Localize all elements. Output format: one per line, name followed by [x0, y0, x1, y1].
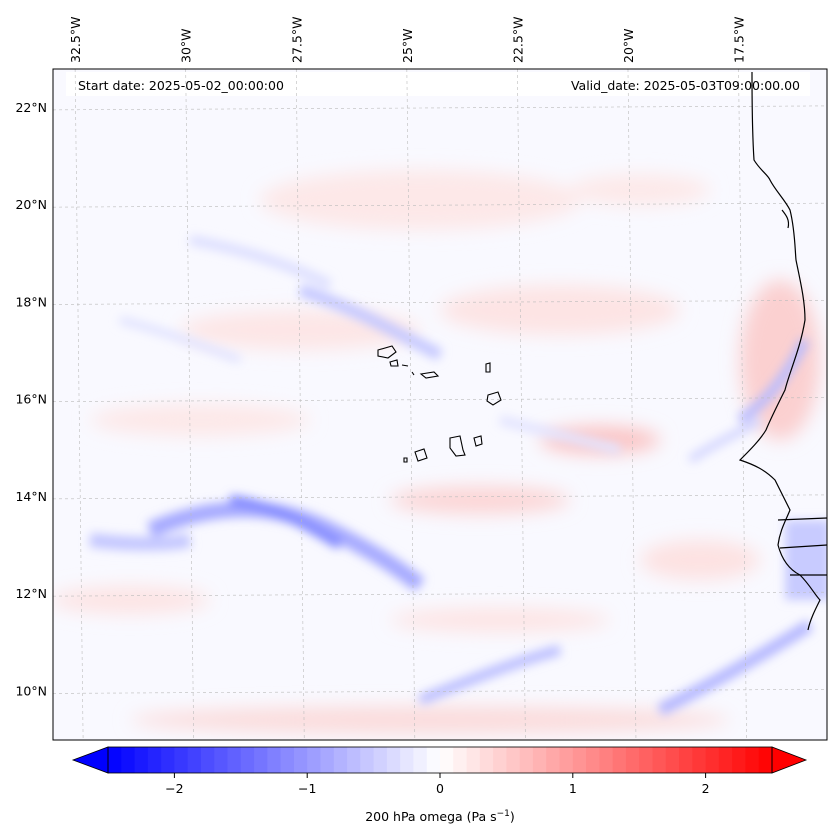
- lat-tick-label: 12°N: [15, 586, 47, 601]
- colorbar-bin: [227, 747, 242, 773]
- colorbar-ticks: −2 −1 0 1 2: [165, 773, 710, 796]
- lat-tick-label: 10°N: [15, 683, 47, 698]
- colorbar-bin: [665, 747, 680, 773]
- colorbar-tick-label: −2: [165, 781, 183, 796]
- colorbar-bin: [320, 747, 335, 773]
- map-background: [53, 69, 827, 740]
- colorbar-bin: [453, 747, 468, 773]
- omega-field: [53, 69, 827, 740]
- colorbar-label-prefix: 200 hPa omega (Pa s: [365, 809, 496, 824]
- colorbar-bin: [732, 747, 746, 773]
- latitude-labels: 22°N 20°N 18°N 16°N 14°N 12°N 10°N: [15, 100, 47, 698]
- blue-bands: [89, 235, 827, 716]
- lat-tick-label: 22°N: [15, 100, 47, 115]
- meridian-line: [738, 69, 747, 740]
- lon-tick-label: 17.5°W: [732, 17, 747, 63]
- colorbar: −2 −1 0 1 2 200 hPa omega (Pa s−1): [71, 746, 808, 824]
- longitude-labels: 32.5°W 30°W 27.5°W 25°W 22.5°W 20°W 17.5°W: [68, 17, 746, 63]
- header-band: [66, 72, 810, 96]
- colorbar-bin: [134, 747, 149, 773]
- colorbar-bin: [440, 747, 454, 773]
- colorbar-bin: [705, 747, 720, 773]
- colorbar-max-arrow: [771, 746, 808, 774]
- colorbar-bin: [599, 747, 614, 773]
- colorbar-bin: [413, 747, 428, 773]
- colorbar-bin: [519, 747, 534, 773]
- colorbar-bin: [254, 747, 268, 773]
- lat-tick-label: 16°N: [15, 392, 47, 407]
- colorbar-bin: [546, 747, 561, 773]
- colorbar-bin: [200, 747, 215, 773]
- map-frame: [52, 68, 828, 741]
- colorbar-bins: [108, 747, 773, 773]
- colorbar-bin: [625, 747, 640, 773]
- colorbar-bin: [532, 747, 547, 773]
- colorbar-bin: [758, 747, 773, 773]
- meridian-line: [295, 69, 305, 740]
- colorbar-bin: [639, 747, 653, 773]
- lon-tick-label: 32.5°W: [68, 17, 83, 63]
- meridian-line: [74, 69, 84, 740]
- colorbar-bin: [307, 747, 321, 773]
- colorbar-bin: [147, 747, 162, 773]
- colorbar-bin: [559, 747, 574, 773]
- colorbar-bin: [386, 747, 401, 773]
- colorbar-bin: [347, 747, 361, 773]
- colorbar-bin: [679, 747, 693, 773]
- meridian-line: [627, 69, 637, 740]
- colorbar-bin: [214, 747, 229, 773]
- colorbar-bin: [572, 747, 587, 773]
- colorbar-bin: [267, 747, 282, 773]
- colorbar-bin: [506, 747, 521, 773]
- colorbar-bin: [586, 747, 600, 773]
- colorbar-label: 200 hPa omega (Pa s−1): [365, 809, 515, 824]
- colorbar-tick-label: 1: [569, 781, 577, 796]
- colorbar-bin: [718, 747, 733, 773]
- colorbar-bin: [280, 747, 295, 773]
- colorbar-min-arrow: [71, 746, 109, 774]
- colorbar-bin: [373, 747, 388, 773]
- colorbar-bin: [187, 747, 202, 773]
- coastline: [738, 71, 827, 631]
- colorbar-bin: [466, 747, 481, 773]
- lon-tick-label: 25°W: [400, 28, 415, 63]
- lat-tick-label: 18°N: [15, 294, 47, 309]
- meridian-line: [406, 69, 416, 740]
- colorbar-bin: [240, 747, 255, 773]
- colorbar-bin: [400, 747, 414, 773]
- colorbar-bin: [108, 747, 122, 773]
- lon-tick-label: 27.5°W: [289, 17, 304, 63]
- colorbar-bin: [360, 747, 375, 773]
- lat-tick-label: 20°N: [15, 197, 47, 212]
- lat-tick-label: 14°N: [15, 489, 47, 504]
- colorbar-bin: [174, 747, 189, 773]
- colorbar-label-exponent: −1: [497, 809, 510, 819]
- colorbar-bin: [692, 747, 707, 773]
- colorbar-bin: [161, 747, 175, 773]
- meridian-line: [517, 69, 526, 740]
- colorbar-bin: [426, 747, 441, 773]
- colorbar-tick-label: 0: [436, 781, 444, 796]
- lon-tick-label: 30°W: [179, 28, 194, 63]
- colorbar-bin: [745, 747, 760, 773]
- colorbar-tick-label: −1: [298, 781, 316, 796]
- meridian-line: [185, 69, 194, 740]
- start-date-label: Start date: 2025-05-02_00:00:00: [78, 78, 284, 93]
- valid-date-label: Valid_date: 2025-05-03T09:00:00.00: [571, 78, 800, 93]
- colorbar-bin: [333, 747, 348, 773]
- colorbar-tick-label: 2: [702, 781, 710, 796]
- colorbar-bin: [121, 747, 136, 773]
- ascent-descent-patches: [53, 170, 820, 734]
- colorbar-bin: [612, 747, 627, 773]
- lon-tick-label: 20°W: [621, 28, 636, 63]
- colorbar-bin: [293, 747, 308, 773]
- islands: [377, 345, 502, 463]
- colorbar-bin: [493, 747, 507, 773]
- lon-tick-label: 22.5°W: [510, 17, 525, 63]
- colorbar-bin: [479, 747, 494, 773]
- graticule: [53, 69, 827, 740]
- colorbar-bin: [652, 747, 667, 773]
- colorbar-label-suffix: ): [510, 809, 515, 824]
